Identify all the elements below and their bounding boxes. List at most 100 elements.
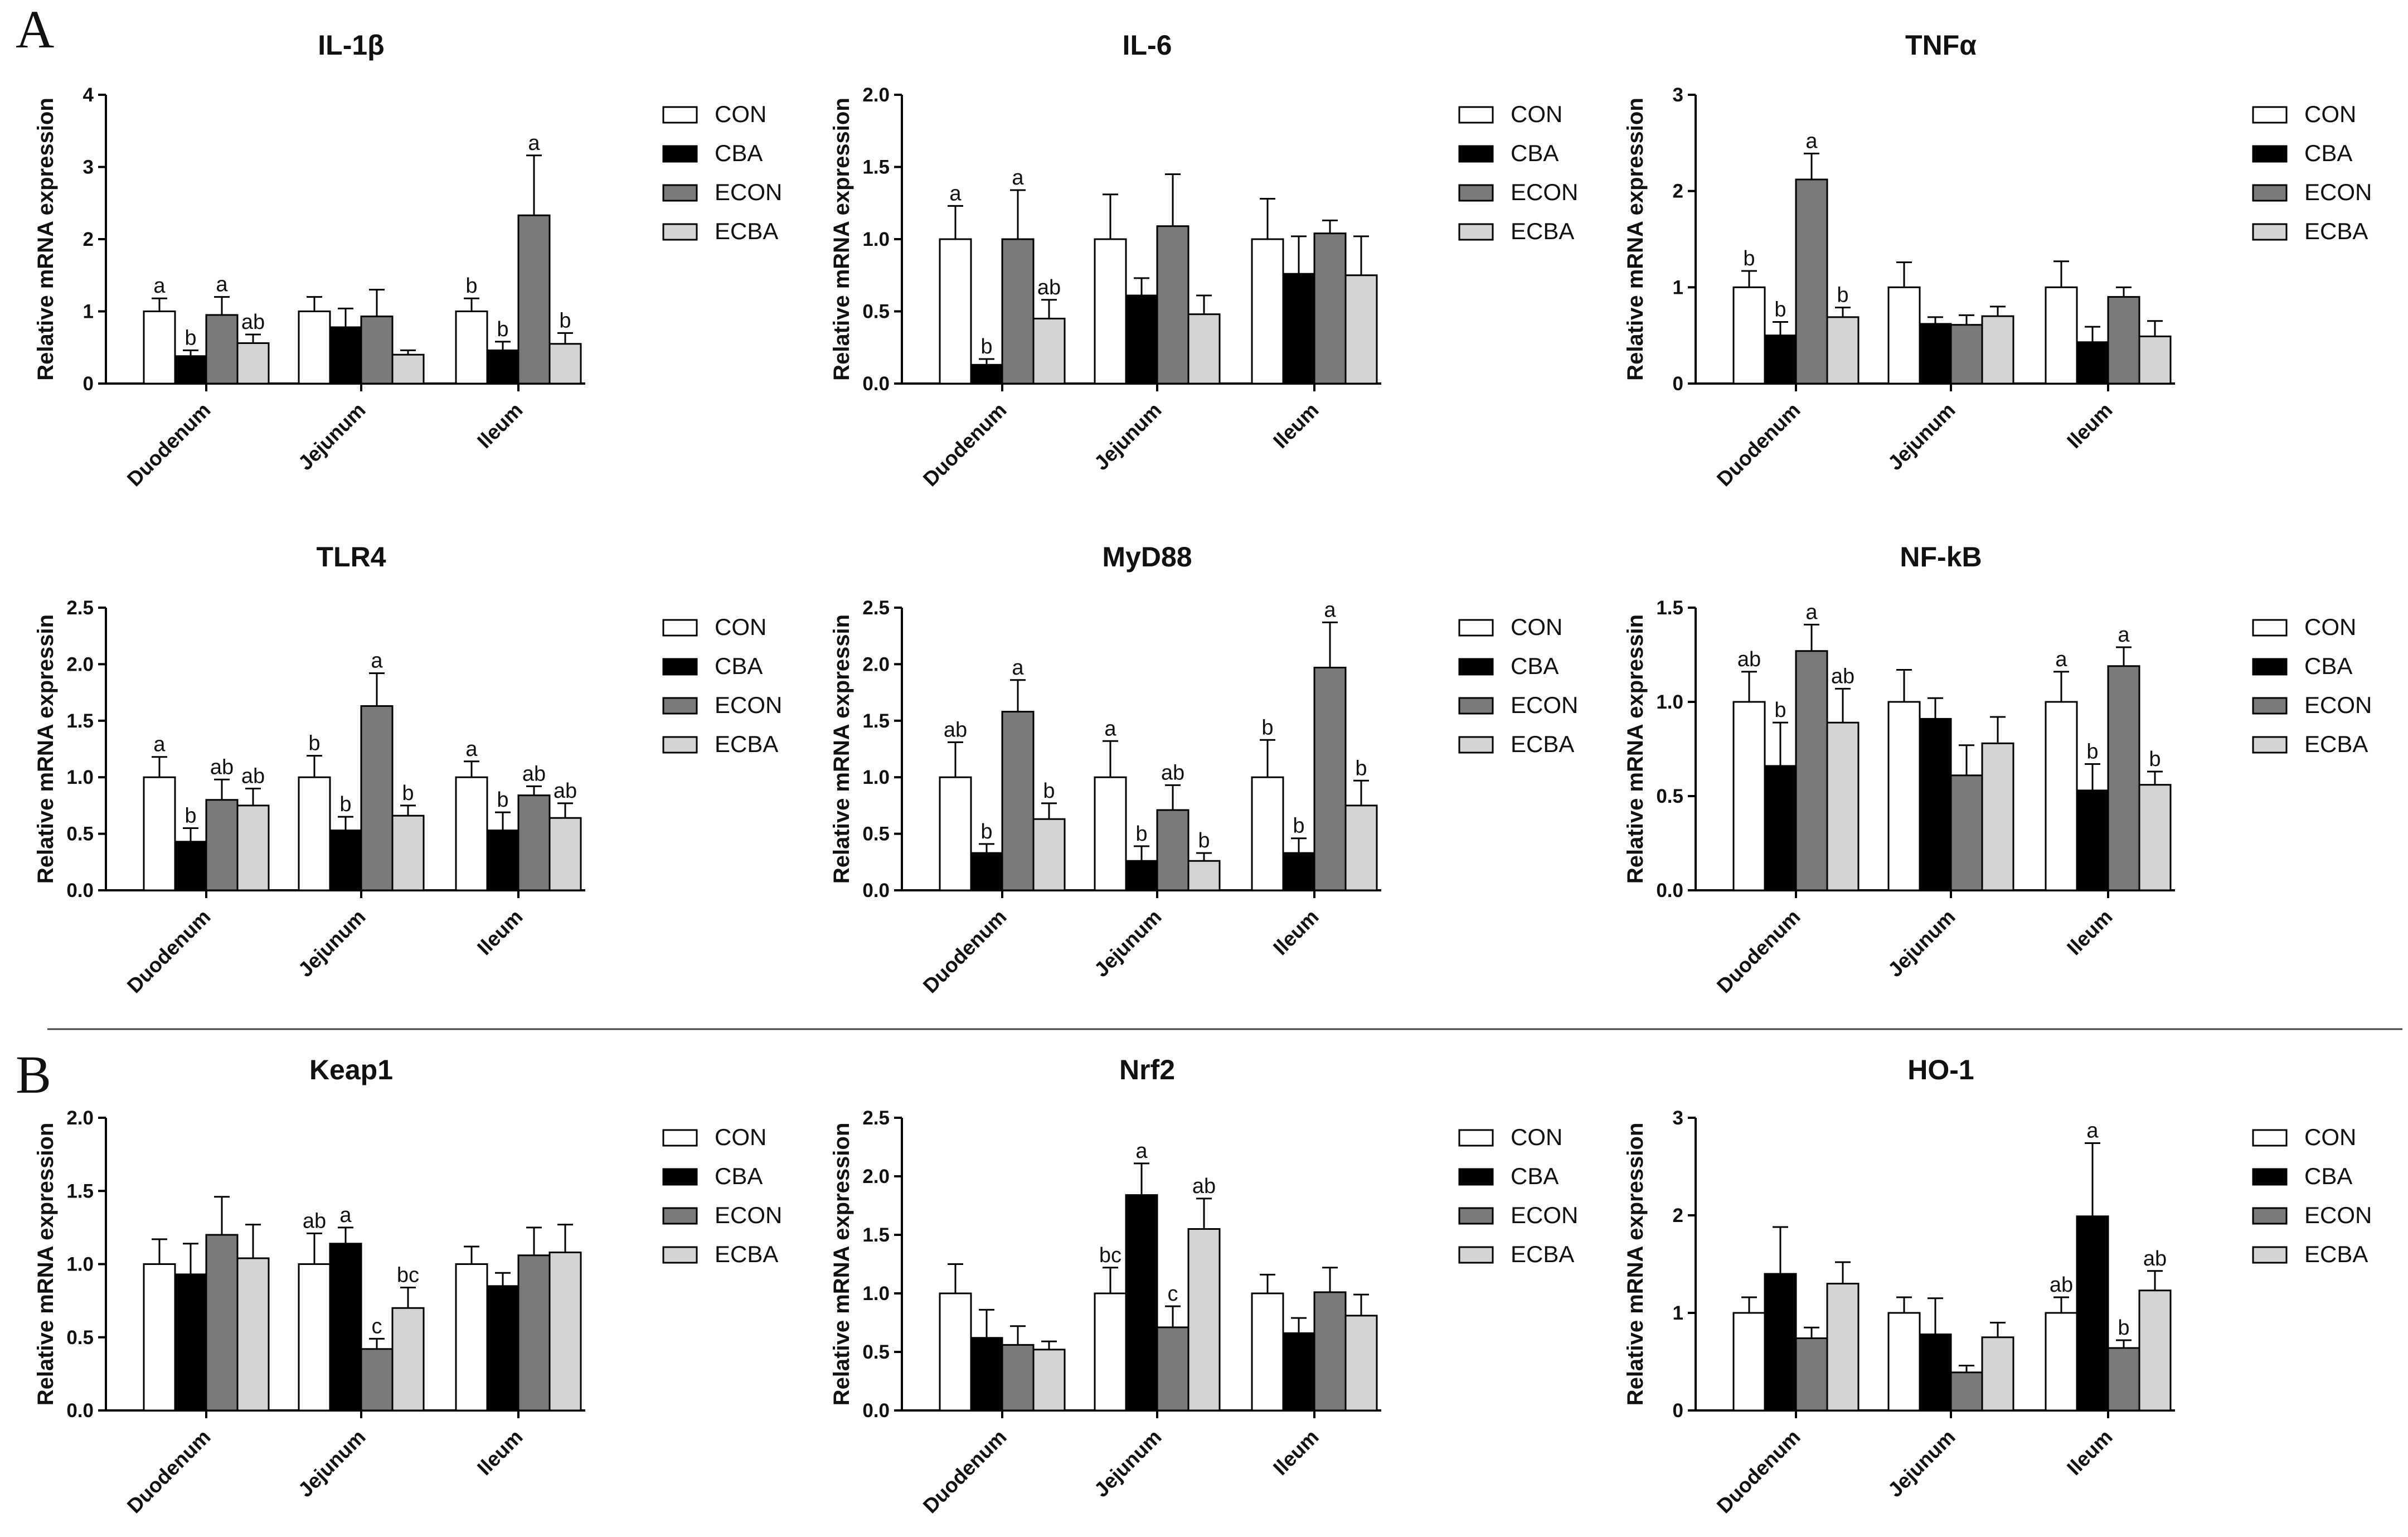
bar-con (1732, 701, 1766, 891)
bar-cba (970, 852, 1003, 891)
bar-con (2045, 701, 2078, 891)
chart-title: Keap1 (309, 1054, 393, 1085)
y-axis-label: Relative mRNA expression (33, 98, 58, 381)
legend-label: ECBA (2304, 218, 2368, 244)
significance-label: ab (1037, 276, 1061, 299)
bar-ecba (1344, 1315, 1378, 1412)
bar-con (1732, 286, 1766, 385)
category-label: Jejunum (1090, 399, 1166, 475)
legend-swatch-con (1458, 619, 1494, 637)
significance-label: ab (522, 762, 546, 786)
bar-econ (1313, 666, 1347, 891)
legend-label: ECON (715, 179, 782, 205)
legend-label: ECON (715, 692, 782, 718)
significance-label: b (1774, 298, 1786, 321)
category-label: Ileum (2062, 905, 2116, 959)
significance-label: b (1837, 284, 1848, 307)
significance-label: a (371, 649, 383, 673)
significance-label: b (1198, 829, 1210, 852)
legend-swatch-cba (662, 1168, 698, 1186)
significance-label: ab (2143, 1247, 2167, 1271)
legend-swatch-con (1458, 1129, 1494, 1147)
category-label: Jejunum (294, 905, 370, 982)
y-tick-label: 2.0 (66, 1107, 94, 1129)
category-label: Duodenum (919, 399, 1011, 491)
y-axis-label: Relative mRNA expressin (1623, 614, 1648, 884)
legend-label: CON (2304, 614, 2356, 640)
significance-label: ab (241, 311, 265, 334)
bar-cba (1919, 717, 1952, 891)
y-tick-label: 1.0 (66, 767, 94, 788)
category-label: Jejunum (294, 1426, 370, 1502)
category-label: Duodenum (1712, 905, 1805, 998)
bar-cba (486, 349, 520, 385)
significance-label: b (402, 782, 414, 805)
bar-ecba (548, 1252, 582, 1412)
legend-swatch-cba (662, 658, 698, 676)
bar-cba (329, 830, 362, 891)
significance-label: c (372, 1315, 382, 1338)
bar-cba (486, 1285, 520, 1412)
category-label: Ileum (473, 905, 527, 959)
bar-econ (1795, 1337, 1828, 1412)
category-label: Duodenum (123, 399, 215, 491)
significance-label: b (1743, 247, 1755, 270)
significance-label: a (465, 738, 478, 761)
legend-swatch-con (2252, 1129, 2288, 1147)
bar-cba (1282, 1332, 1315, 1412)
y-tick-label: 3 (83, 157, 94, 178)
y-tick-label: 0.5 (862, 1341, 890, 1363)
y-tick-label: 2.0 (66, 653, 94, 675)
significance-label: a (2055, 648, 2067, 671)
significance-label: b (2118, 1316, 2129, 1340)
significance-label: b (497, 318, 508, 341)
bar-econ (2107, 296, 2140, 385)
bar-cba (2076, 1215, 2109, 1412)
category-label: Jejunum (1883, 399, 1960, 475)
bar-econ (205, 799, 239, 891)
legend-label: CON (1511, 101, 1562, 127)
bar-con (2045, 1312, 2078, 1412)
significance-label: a (1104, 717, 1116, 740)
y-tick-label: 0.0 (862, 373, 890, 395)
bar-cba (1125, 1194, 1158, 1412)
y-tick-label: 1.0 (862, 1283, 890, 1305)
significance-label: b (1774, 699, 1786, 722)
bar-con (939, 238, 972, 385)
bar-econ (517, 794, 551, 891)
legend-swatch-econ (1458, 184, 1494, 202)
y-tick-label: 1.0 (862, 229, 890, 250)
chart-title: IL-6 (1123, 30, 1172, 61)
y-tick-label: 2.5 (66, 597, 94, 619)
bar-con (455, 776, 488, 891)
legend-label: ECON (2304, 179, 2372, 205)
y-tick-label: 0.5 (862, 301, 890, 323)
category-label: Duodenum (919, 1426, 1011, 1518)
significance-label: ab (554, 779, 577, 803)
bar-cba (1282, 852, 1315, 891)
y-tick-label: 3 (1673, 1107, 1683, 1129)
bar-con (143, 1263, 176, 1412)
significance-label: a (153, 733, 166, 757)
legend-swatch-con (1458, 106, 1494, 124)
legend-swatch-ecba (1458, 1246, 1494, 1264)
category-label: Ileum (1269, 1426, 1323, 1480)
bar-econ (1156, 1326, 1190, 1412)
bar-con (455, 311, 488, 385)
category-label: Jejunum (294, 399, 370, 475)
significance-label: b (2086, 740, 2098, 764)
bar-ecba (1187, 313, 1221, 385)
y-tick-label: 4 (83, 84, 94, 106)
y-tick-label: 0.0 (66, 880, 94, 901)
bar-cba (970, 1337, 1003, 1412)
y-tick-label: 1 (1673, 277, 1683, 298)
y-tick-label: 1.5 (66, 710, 94, 732)
legend-label: CON (715, 101, 766, 127)
category-label: Ileum (1269, 905, 1323, 959)
significance-label: a (1805, 129, 1818, 153)
bar-econ (205, 1234, 239, 1412)
bar-econ (1313, 1291, 1347, 1412)
significance-label: ab (1192, 1175, 1216, 1198)
significance-label: b (497, 788, 508, 812)
